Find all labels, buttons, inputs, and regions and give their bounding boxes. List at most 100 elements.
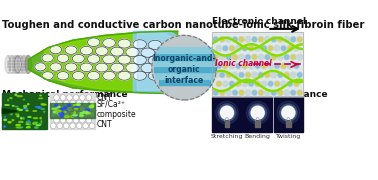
Ellipse shape: [103, 55, 115, 64]
Circle shape: [291, 73, 295, 77]
Circle shape: [261, 45, 267, 51]
Ellipse shape: [17, 108, 19, 109]
Ellipse shape: [10, 114, 12, 115]
Circle shape: [242, 63, 248, 69]
Circle shape: [240, 37, 243, 41]
Circle shape: [275, 64, 279, 68]
Ellipse shape: [133, 71, 146, 80]
Ellipse shape: [141, 48, 155, 57]
Circle shape: [278, 91, 282, 95]
Circle shape: [223, 81, 228, 87]
Circle shape: [297, 37, 302, 41]
Ellipse shape: [12, 105, 14, 106]
Circle shape: [226, 55, 231, 59]
Ellipse shape: [86, 112, 90, 114]
Circle shape: [278, 37, 282, 41]
Circle shape: [262, 64, 266, 68]
Bar: [50, 103, 94, 118]
Circle shape: [272, 91, 276, 95]
Circle shape: [282, 106, 295, 119]
Circle shape: [268, 64, 273, 68]
Circle shape: [294, 63, 299, 69]
Ellipse shape: [15, 94, 17, 95]
Ellipse shape: [26, 127, 30, 128]
Bar: [212, 97, 242, 132]
Ellipse shape: [65, 63, 77, 71]
Ellipse shape: [76, 104, 80, 106]
Ellipse shape: [141, 63, 155, 73]
Circle shape: [223, 64, 228, 68]
Ellipse shape: [83, 111, 88, 113]
Ellipse shape: [36, 125, 40, 126]
Circle shape: [290, 37, 296, 42]
Circle shape: [216, 45, 222, 51]
Circle shape: [76, 100, 82, 106]
Ellipse shape: [103, 71, 115, 80]
Circle shape: [213, 90, 218, 96]
Circle shape: [290, 90, 296, 96]
Ellipse shape: [39, 98, 43, 99]
Circle shape: [297, 37, 302, 42]
Circle shape: [294, 82, 299, 86]
Circle shape: [219, 72, 225, 78]
Ellipse shape: [34, 122, 38, 123]
Circle shape: [258, 37, 264, 42]
Circle shape: [255, 63, 260, 69]
Ellipse shape: [87, 112, 89, 114]
Circle shape: [86, 117, 92, 123]
Ellipse shape: [80, 112, 83, 114]
Circle shape: [294, 81, 299, 87]
Circle shape: [229, 81, 235, 87]
Ellipse shape: [95, 47, 108, 55]
Circle shape: [282, 46, 285, 50]
Circle shape: [285, 73, 289, 77]
Circle shape: [248, 45, 254, 51]
Circle shape: [239, 90, 244, 96]
Circle shape: [233, 37, 237, 41]
Circle shape: [262, 46, 266, 50]
Circle shape: [230, 46, 234, 50]
Ellipse shape: [26, 124, 28, 125]
Circle shape: [233, 91, 237, 95]
Circle shape: [60, 95, 66, 100]
Circle shape: [235, 45, 241, 51]
Circle shape: [223, 45, 228, 51]
Circle shape: [279, 104, 297, 122]
Circle shape: [265, 72, 270, 78]
Circle shape: [226, 37, 231, 42]
Circle shape: [261, 63, 267, 69]
Circle shape: [259, 91, 263, 95]
Circle shape: [245, 90, 251, 96]
Circle shape: [219, 54, 225, 60]
Circle shape: [70, 123, 76, 129]
Circle shape: [220, 105, 234, 120]
Circle shape: [79, 95, 85, 100]
Ellipse shape: [17, 56, 23, 73]
Ellipse shape: [42, 72, 53, 80]
Ellipse shape: [28, 121, 29, 122]
Circle shape: [233, 73, 237, 77]
Circle shape: [259, 55, 263, 59]
Circle shape: [268, 81, 273, 87]
Circle shape: [89, 100, 95, 106]
Circle shape: [54, 106, 59, 112]
Bar: [286, 121, 291, 127]
Ellipse shape: [4, 119, 6, 121]
Ellipse shape: [80, 63, 93, 72]
Circle shape: [262, 82, 266, 86]
Bar: [158, 80, 210, 85]
Circle shape: [243, 46, 247, 50]
Circle shape: [268, 46, 273, 50]
Circle shape: [255, 81, 260, 87]
Ellipse shape: [19, 121, 23, 123]
Circle shape: [223, 82, 228, 86]
Ellipse shape: [126, 48, 139, 57]
Ellipse shape: [80, 115, 84, 116]
Circle shape: [246, 73, 250, 77]
Circle shape: [64, 123, 69, 129]
Ellipse shape: [8, 122, 11, 123]
Polygon shape: [2, 109, 17, 114]
Circle shape: [288, 82, 292, 86]
Circle shape: [67, 95, 72, 100]
Ellipse shape: [118, 71, 131, 80]
